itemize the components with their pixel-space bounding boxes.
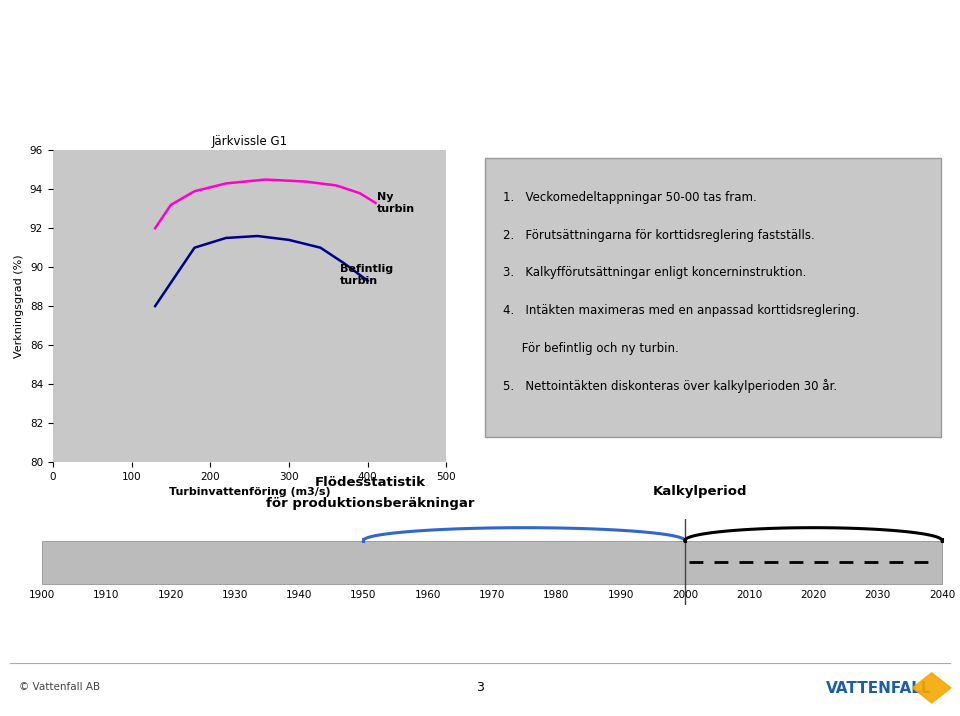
Text: 2030: 2030 — [865, 591, 891, 601]
FancyBboxPatch shape — [485, 158, 941, 437]
Title: Järkvissle G1: Järkvissle G1 — [211, 135, 288, 147]
Text: Produktionsberäkningar: Produktionsberäkningar — [280, 34, 680, 62]
Text: © Vattenfall AB: © Vattenfall AB — [19, 682, 101, 692]
Bar — [42, 541, 942, 584]
Text: VATTENFALL: VATTENFALL — [826, 682, 931, 697]
Text: Flödesstatistik: Flödesstatistik — [315, 476, 425, 489]
Text: 1930: 1930 — [222, 591, 248, 601]
Text: 1990: 1990 — [608, 591, 634, 601]
Text: Kalkylperiod: Kalkylperiod — [653, 485, 747, 498]
Text: 1.   Veckomedeltappningar 50-00 tas fram.: 1. Veckomedeltappningar 50-00 tas fram. — [503, 191, 756, 204]
X-axis label: Turbinvattenföring (m3/s): Turbinvattenföring (m3/s) — [169, 487, 330, 497]
Text: 5.   Nettointäkten diskonteras över kalkylperioden 30 år.: 5. Nettointäkten diskonteras över kalkyl… — [503, 379, 837, 394]
Text: 1900: 1900 — [29, 591, 55, 601]
Text: 2040: 2040 — [929, 591, 955, 601]
Text: Befintlig
turbin: Befintlig turbin — [340, 264, 394, 286]
Text: 3.   Kalkyfförutsättningar enligt koncerninstruktion.: 3. Kalkyfförutsättningar enligt koncerni… — [503, 266, 806, 279]
Text: 1970: 1970 — [479, 591, 505, 601]
Text: 2.   Förutsättningarna för korttidsreglering fastställs.: 2. Förutsättningarna för korttidsregleri… — [503, 228, 815, 242]
Y-axis label: Verkningsgrad (%): Verkningsgrad (%) — [14, 254, 24, 358]
Text: 2000: 2000 — [672, 591, 698, 601]
Text: 1940: 1940 — [286, 591, 312, 601]
Text: Järkvissle G1 2004: Järkvissle G1 2004 — [328, 82, 632, 110]
Text: 1910: 1910 — [93, 591, 119, 601]
Text: 4.   Intäkten maximeras med en anpassad korttidsreglering.: 4. Intäkten maximeras med en anpassad ko… — [503, 304, 859, 317]
Text: 1920: 1920 — [157, 591, 183, 601]
Text: För befintlig och ny turbin.: För befintlig och ny turbin. — [503, 342, 679, 355]
Text: 3: 3 — [476, 680, 484, 694]
Text: 1950: 1950 — [350, 591, 376, 601]
Text: 2020: 2020 — [801, 591, 827, 601]
Text: 1960: 1960 — [415, 591, 441, 601]
Text: Ny
turbin: Ny turbin — [377, 192, 416, 213]
Text: 2010: 2010 — [736, 591, 762, 601]
Text: för produktionsberäkningar: för produktionsberäkningar — [266, 498, 474, 511]
Text: 1980: 1980 — [543, 591, 569, 601]
